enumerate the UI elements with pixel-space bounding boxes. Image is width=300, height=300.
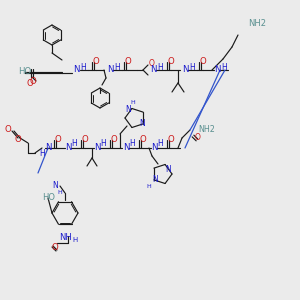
Text: O: O <box>30 77 36 86</box>
Text: N: N <box>73 65 79 74</box>
Text: H: H <box>157 140 163 148</box>
Text: O: O <box>52 244 58 253</box>
Text: NH: NH <box>58 233 71 242</box>
Text: H: H <box>72 237 78 243</box>
Text: H: H <box>130 100 135 106</box>
Text: O: O <box>168 58 174 67</box>
Text: N: N <box>139 119 145 128</box>
Text: N: N <box>165 166 171 175</box>
Text: H: H <box>39 148 45 158</box>
Text: N: N <box>151 143 157 152</box>
Text: HO: HO <box>18 67 31 76</box>
Text: N: N <box>214 65 220 74</box>
Text: O: O <box>82 136 88 145</box>
Text: N: N <box>65 143 71 152</box>
Text: HO: HO <box>42 194 55 202</box>
Text: H: H <box>157 62 163 71</box>
Text: N: N <box>94 143 100 152</box>
Text: N: N <box>152 176 158 184</box>
Text: N: N <box>107 65 113 74</box>
Text: N: N <box>52 182 58 190</box>
Text: H: H <box>129 140 135 148</box>
Text: O: O <box>200 58 206 67</box>
Text: NH2: NH2 <box>248 19 266 28</box>
Text: H: H <box>58 190 62 194</box>
Text: O: O <box>93 58 99 67</box>
Text: H: H <box>189 62 195 71</box>
Text: O: O <box>149 58 155 68</box>
Text: H: H <box>114 62 120 71</box>
Text: O: O <box>124 58 131 67</box>
Text: N: N <box>182 65 188 74</box>
Text: O: O <box>15 136 21 145</box>
Text: H: H <box>221 62 227 71</box>
Text: H: H <box>100 140 106 148</box>
Text: H: H <box>80 62 86 71</box>
Text: O: O <box>195 134 201 142</box>
Text: H: H <box>71 140 77 148</box>
Text: NH2: NH2 <box>198 125 215 134</box>
Text: N: N <box>150 65 156 74</box>
Text: O: O <box>111 136 117 145</box>
Text: O: O <box>140 136 146 145</box>
Text: N: N <box>123 143 129 152</box>
Text: N: N <box>45 143 51 152</box>
Text: H: H <box>147 184 152 188</box>
Text: O: O <box>55 136 62 145</box>
Text: N: N <box>125 106 131 115</box>
Text: O: O <box>27 80 33 88</box>
Text: O: O <box>4 125 11 134</box>
Text: O: O <box>168 136 174 145</box>
